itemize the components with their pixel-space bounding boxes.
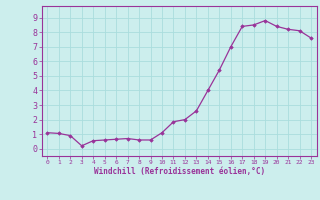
X-axis label: Windchill (Refroidissement éolien,°C): Windchill (Refroidissement éolien,°C) [94, 167, 265, 176]
